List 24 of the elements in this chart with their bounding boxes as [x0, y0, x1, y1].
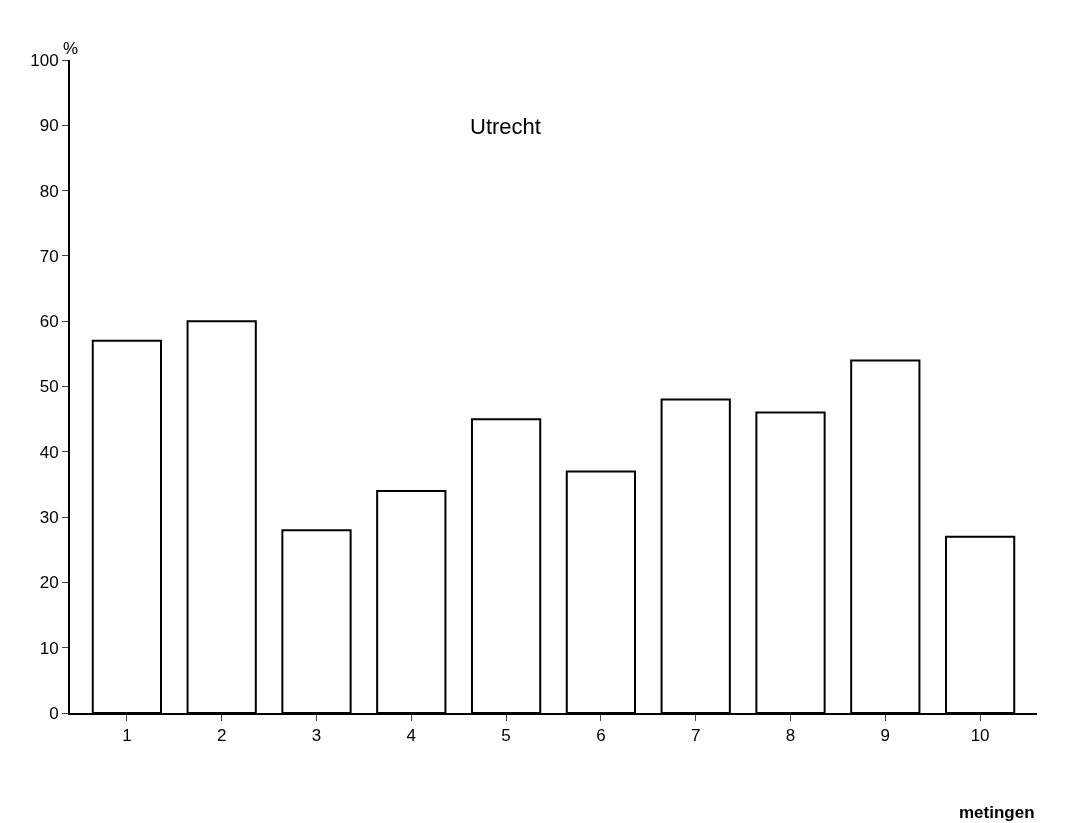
- x-tick-label: 10: [970, 726, 990, 746]
- y-tick-label: 30: [39, 508, 59, 528]
- y-tick-label: 40: [39, 442, 59, 462]
- x-tick-label: 3: [311, 726, 322, 746]
- y-tick-label: 80: [39, 181, 59, 201]
- y-axis-title: %: [63, 39, 79, 58]
- x-tick-label: 9: [880, 726, 891, 746]
- y-tick-label: 10: [39, 638, 59, 658]
- y-tick-label: 70: [39, 246, 59, 266]
- y-tick-label: 90: [39, 116, 59, 136]
- x-tick-label: 2: [216, 726, 227, 746]
- x-tick-label: 1: [122, 726, 132, 746]
- y-tick-label: 60: [39, 312, 59, 332]
- x-axis-title: metingen: [959, 803, 1035, 822]
- x-tick-label: 6: [596, 726, 606, 746]
- y-tick-label: 100: [30, 50, 59, 70]
- y-tick-label: 20: [39, 573, 59, 593]
- x-tick-label: 4: [406, 726, 417, 746]
- x-tick-label: 7: [690, 726, 701, 746]
- x-tick-label: 5: [501, 726, 511, 746]
- x-tick-label: 8: [785, 726, 796, 746]
- y-tick-label: 50: [39, 377, 59, 397]
- text: Utrecht: [470, 114, 541, 139]
- y-tick-label: 0: [49, 703, 59, 723]
